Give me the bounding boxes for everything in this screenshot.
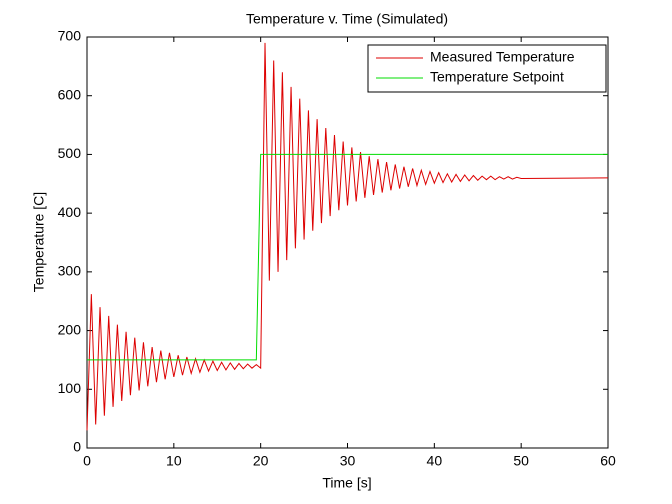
x-tick-label: 10 [166, 453, 182, 469]
y-tick-label: 600 [58, 86, 82, 102]
y-tick-label: 700 [58, 28, 82, 44]
x-tick-label: 20 [253, 453, 269, 469]
y-tick-label: 300 [58, 263, 82, 279]
x-tick-label: 60 [600, 453, 616, 469]
plot-area [86, 36, 609, 449]
x-tick-label: 40 [427, 453, 443, 469]
legend-label: Temperature Setpoint [430, 69, 564, 85]
x-axis-label: Time [s] [322, 475, 371, 491]
x-tick-label: 30 [340, 453, 356, 469]
legend-box [367, 44, 607, 93]
chart-title: Temperature v. Time (Simulated) [246, 11, 448, 27]
y-axis-label: Temperature [C] [31, 192, 47, 292]
series-line [87, 153, 608, 361]
x-tick-label: 50 [513, 453, 529, 469]
y-tick-label: 0 [73, 439, 81, 455]
y-tick-label: 500 [58, 145, 82, 161]
y-tick-label: 400 [58, 204, 82, 220]
legend-label: Measured Temperature [430, 49, 575, 65]
x-tick-label: 0 [83, 453, 91, 469]
y-tick-label: 200 [58, 321, 82, 337]
series-line [86, 42, 609, 431]
y-tick-label: 100 [58, 380, 82, 396]
